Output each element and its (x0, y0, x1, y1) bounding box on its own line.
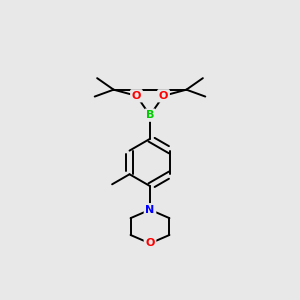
Text: O: O (132, 91, 141, 101)
Text: N: N (146, 205, 154, 215)
Text: B: B (146, 110, 154, 120)
Text: O: O (145, 238, 155, 248)
Text: O: O (159, 91, 168, 101)
